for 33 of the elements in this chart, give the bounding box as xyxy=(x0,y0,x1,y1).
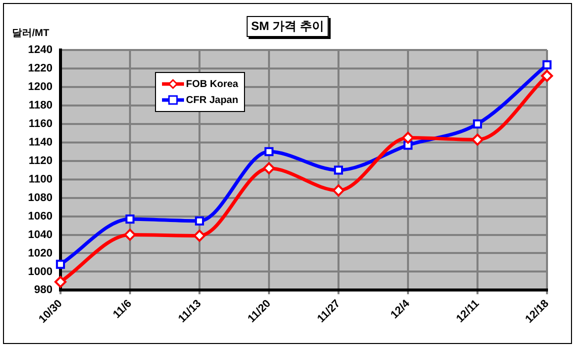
y-tick-label: 1140 xyxy=(28,136,52,148)
legend-label: CFR Japan xyxy=(186,94,238,106)
point xyxy=(264,147,274,156)
point xyxy=(334,166,344,175)
y-tick-label: 1040 xyxy=(28,228,52,241)
y-tick-label: 1000 xyxy=(28,266,52,278)
point xyxy=(471,134,484,146)
point xyxy=(541,70,553,82)
y-tick-label: 1240 xyxy=(28,44,52,56)
y-tick-label: 1220 xyxy=(28,62,52,75)
point xyxy=(542,60,552,70)
point xyxy=(193,230,206,242)
point xyxy=(54,276,66,288)
y-tick-label: 1060 xyxy=(28,210,52,222)
point xyxy=(125,214,135,224)
y-tick-label: 1080 xyxy=(28,192,52,204)
legend-label: FOB Korea xyxy=(186,78,238,90)
y-tick-label: 1020 xyxy=(28,247,52,260)
chart-title: SM 가격 추이 xyxy=(246,16,329,37)
point xyxy=(402,132,414,144)
y-tick-label: 1200 xyxy=(28,80,52,93)
y-tick-label: 1160 xyxy=(28,118,52,130)
y-tick-label: 1120 xyxy=(28,154,52,167)
point xyxy=(56,260,66,269)
point xyxy=(194,216,204,226)
point xyxy=(472,119,482,128)
point xyxy=(124,228,136,241)
y-tick-label: 1100 xyxy=(28,173,52,186)
y-tick-label: 1180 xyxy=(28,99,52,112)
y-axis-title: 달러/MT xyxy=(12,27,50,40)
point xyxy=(262,162,275,174)
y-tick-label: 980 xyxy=(34,284,52,296)
point xyxy=(332,184,344,196)
